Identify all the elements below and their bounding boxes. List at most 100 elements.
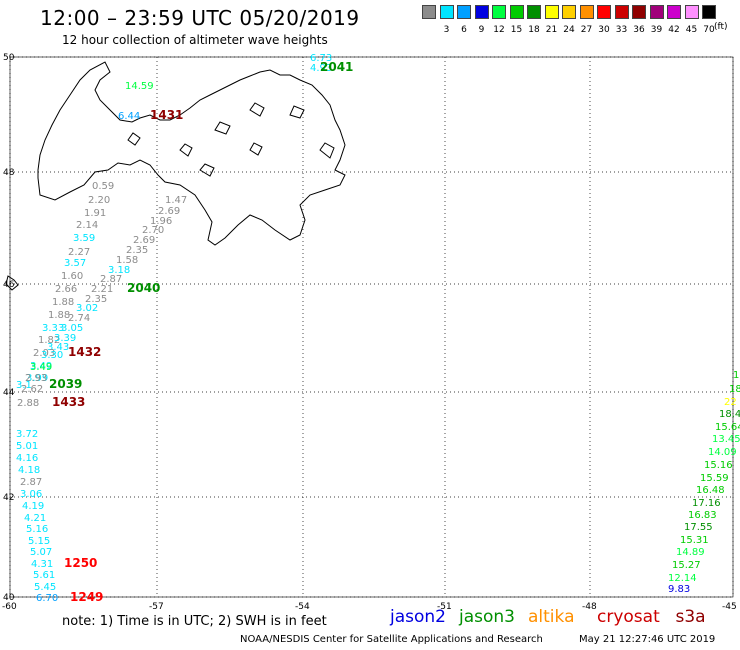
- wave-height-value: 2.88: [17, 398, 39, 409]
- longitude-label: -60: [2, 602, 17, 612]
- longitude-label: -48: [582, 602, 597, 612]
- wave-height-value: 6.44: [118, 111, 140, 122]
- wave-height-value: 5.15: [28, 536, 50, 547]
- legend-swatch: [527, 5, 541, 19]
- wave-height-value: 4.21: [24, 513, 46, 524]
- wave-height-value: 2.74: [68, 313, 90, 324]
- legend-swatch: [562, 5, 576, 19]
- wave-height-value: 2.93: [25, 373, 47, 384]
- latitude-label: 40: [3, 593, 15, 603]
- legend-label: 6: [461, 25, 467, 35]
- pass-time-label: 1249: [70, 590, 103, 604]
- wave-height-value: 2.69: [158, 206, 180, 217]
- legend-swatch: [684, 5, 699, 19]
- satellite-cryosat: cryosat: [597, 607, 660, 627]
- wave-height-value: 22: [724, 397, 737, 408]
- wave-height-value: 3.99: [26, 373, 48, 384]
- legend-label: 21: [545, 25, 558, 35]
- legend-swatch: [614, 5, 629, 19]
- legend-swatch: [632, 5, 646, 19]
- lat-lon-grid: [9, 56, 734, 598]
- satellite-s3a: s3a: [675, 607, 706, 627]
- latitude-label: 50: [3, 53, 15, 63]
- legend-swatch: [474, 5, 489, 19]
- wave-height-value: 5.61: [33, 570, 55, 581]
- wave-height-value: 14.09: [708, 447, 737, 458]
- wave-height-value: 3.30: [41, 350, 63, 361]
- wave-height-value: 1.82: [38, 335, 60, 346]
- pass-time-label: 2039: [49, 377, 82, 391]
- longitude-label: -45: [722, 602, 737, 612]
- footer-note: note: 1) Time is in UTC; 2) SWH is in fe…: [62, 614, 327, 629]
- map-border: [9, 56, 734, 598]
- wave-height-value: 2.62: [21, 384, 43, 395]
- longitude-label: -51: [437, 602, 452, 612]
- wave-height-value: 5.45: [34, 582, 56, 593]
- wave-height-value: 13.45: [712, 434, 740, 445]
- wave-height-value: 2.35: [126, 245, 148, 256]
- wave-height-value: 4.16: [16, 453, 38, 464]
- wave-height-value: 3.05: [61, 323, 83, 334]
- legend-swatch: [457, 5, 471, 19]
- legend-swatch: [649, 5, 664, 19]
- wave-height-value: 4.18: [18, 465, 40, 476]
- wave-height-value: 4.93: [310, 63, 332, 74]
- wave-height-value: 2.21: [91, 284, 113, 295]
- legend-swatch: [544, 5, 559, 19]
- wave-height-value: 18: [729, 384, 740, 395]
- wave-height-value: 3.18: [108, 265, 130, 276]
- wave-height-value: 3.59: [73, 233, 95, 244]
- legend-label: 42: [668, 25, 680, 35]
- pass-time-label: 1431: [150, 108, 183, 122]
- legend-label: 45: [685, 25, 698, 35]
- legend-swatch: [667, 5, 681, 19]
- wave-height-value: 1.47: [165, 195, 187, 206]
- wave-height-value: 2.70: [142, 225, 164, 236]
- legend-swatch: [597, 5, 611, 19]
- wave-height-value: 5.16: [26, 524, 48, 535]
- legend-label: 70: [703, 25, 715, 35]
- legend-label: 39: [650, 25, 663, 35]
- latitude-label: 48: [3, 168, 15, 178]
- legend-label: 9: [478, 25, 485, 35]
- wave-height-value: 2.14: [76, 220, 98, 231]
- wave-height-value: 3.1: [16, 380, 32, 391]
- legend-label: 3: [443, 25, 450, 35]
- generated-timestamp: May 21 12:27:46 UTC 2019: [579, 634, 716, 645]
- wave-height-value: 2.20: [88, 195, 110, 206]
- wave-height-value: 14.59: [125, 81, 154, 92]
- wave-height-value: 4.19: [22, 501, 44, 512]
- wave-height-value: 15.59: [700, 473, 729, 484]
- wave-height-value: 2.87: [100, 274, 122, 285]
- wave-height-value: 16.83: [688, 510, 717, 521]
- wave-height-value: 3.57: [64, 258, 86, 269]
- wave-height-value: 16.48: [696, 485, 725, 496]
- wave-height-value: 18.4: [719, 409, 740, 420]
- wave-height-value: 3.43: [47, 342, 69, 353]
- wave-height-value: 17.16: [692, 498, 721, 509]
- latitude-label: 46: [3, 280, 15, 290]
- legend-label: 36: [633, 25, 645, 35]
- wave-height-value: 1.91: [84, 208, 106, 219]
- wave-height-value: 4.31: [31, 559, 53, 570]
- wave-height-value: 6.70: [36, 593, 58, 604]
- wave-height-value: 2.87: [20, 477, 42, 488]
- wave-height-value: 5.07: [30, 547, 52, 558]
- pass-time-label: 2041: [320, 60, 353, 74]
- legend-label: 24: [563, 25, 575, 35]
- wave-height-value: 3.72: [16, 429, 38, 440]
- wave-height-value: 12.14: [668, 573, 697, 584]
- wave-height-value: 3.39: [54, 333, 76, 344]
- latitude-label: 42: [3, 493, 14, 503]
- pass-time-label: 1432: [68, 345, 101, 359]
- newfoundland-coastline: [5, 61, 346, 291]
- satellite-jason3: jason3: [459, 607, 515, 627]
- wave-height-value: 1.88: [52, 297, 74, 308]
- axis-labels: 50 48 46 44 42 40-60 -57 -54 -51 -48 -45: [2, 53, 737, 612]
- wave-height-value: 14.89: [676, 547, 705, 558]
- credit-line: NOAA/NESDIS Center for Satellite Applica…: [240, 634, 543, 645]
- wave-height-value: 2.03: [33, 348, 55, 359]
- wave-height-value: 1.60: [61, 271, 83, 282]
- legend-label: 30: [598, 25, 610, 35]
